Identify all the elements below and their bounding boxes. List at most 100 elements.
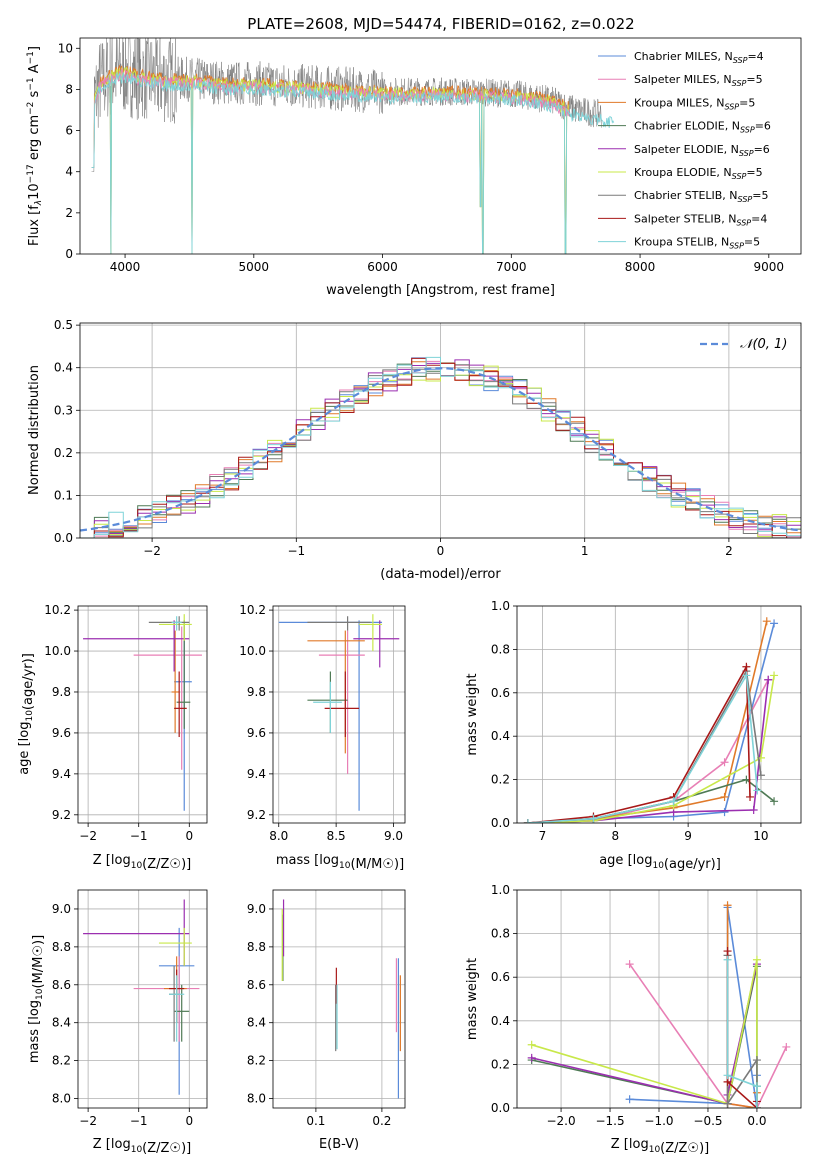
- y-tick-label: 0: [65, 247, 73, 261]
- panel-weight_vs_age: 7 8 9 10 0.0 0.2 0.4 0.6 0.8 1.0 age [log10(age/yr…: [465, 599, 802, 872]
- data-point-salpeter_stelib: [746, 792, 755, 801]
- x-tick-label: 10: [753, 829, 768, 843]
- x-tick-label: 9000: [754, 260, 785, 274]
- y-tick-label: 10.0: [239, 644, 266, 658]
- data-point-salpeter_elodie: [764, 675, 773, 684]
- y-axis-label: mass weight: [465, 673, 480, 755]
- y-tick-label: 9.6: [52, 726, 71, 740]
- x-tick-label: 0: [185, 1114, 193, 1128]
- data-point-kroupa_stelib: [669, 797, 678, 806]
- x-axis-label: wavelength [Angstrom, rest frame]: [326, 283, 555, 298]
- x-tick-label: 6000: [367, 260, 398, 274]
- axes-frame: [272, 889, 406, 1109]
- x-axis-label: mass [log10(M/M☉)]: [276, 853, 404, 872]
- x-tick-label: 4000: [110, 260, 141, 274]
- y-tick-label: 0.6: [491, 970, 510, 984]
- y-tick-label: 6: [65, 124, 73, 138]
- data-point-salpeter_miles: [720, 758, 729, 767]
- plot-area: [91, 38, 615, 254]
- panel-age_vs_z: −2 −1 0 9.2 9.4 9.6 9.8 10.0 10.2 Z [log10(Z/Z☉)]…: [17, 603, 208, 872]
- x-tick-label: 0: [437, 544, 445, 558]
- x-tick-label: 7000: [496, 260, 527, 274]
- data-point-kroupa_stelib: [752, 1104, 761, 1108]
- panel-age_vs_mass: 8.0 8.5 9.0 9.2 9.4 9.6 9.8 10.0 10.2 mass [log10…: [239, 603, 406, 872]
- legend-entry: Chabrier STELIB, NSSP=5: [634, 189, 768, 204]
- plot-area: [527, 901, 791, 1108]
- x-tick-label: −1: [130, 1114, 148, 1128]
- data-point-salpeter_miles: [782, 1042, 791, 1051]
- x-tick-label: −0.5: [693, 1114, 722, 1128]
- axes-frame: [272, 605, 406, 824]
- x-tick-label: 1: [581, 544, 589, 558]
- series-line-kroupa_elodie: [527, 675, 775, 823]
- axes-frame: [516, 605, 802, 824]
- x-axis-label: Z [log10(Z/Z☉)]: [93, 1137, 191, 1156]
- data-point-kroupa_elodie: [770, 671, 779, 680]
- x-tick-label: 8.0: [269, 829, 288, 843]
- series-line-kroupa_miles: [527, 621, 768, 823]
- plot-area: [83, 614, 202, 811]
- legend-entry: Kroupa STELIB, NSSP=5: [634, 236, 760, 251]
- panel-weight_vs_z: −2.0 −1.5 −1.0 −0.5 0.0 0.0 0.2 0.4 0.6 0.8 1.0 Z […: [465, 883, 802, 1156]
- y-axis-label: Flux [fλ10−17 erg cm−2 s−1 A−1]: [26, 46, 44, 246]
- y-tick-label: 4: [65, 165, 73, 179]
- plot-area: [523, 617, 779, 823]
- legend-entry: Chabrier MILES, NSSP=4: [634, 50, 764, 65]
- y-tick-label: 2: [65, 206, 73, 220]
- plot-area: [281, 899, 401, 1099]
- y-tick-label: 9.0: [247, 902, 266, 916]
- y-tick-label: 0.0: [491, 1101, 510, 1115]
- data-point-kroupa_stelib: [589, 814, 598, 823]
- y-tick-label: 0.0: [491, 816, 510, 830]
- y-tick-label: 8.8: [247, 940, 266, 954]
- x-axis-label: Z [log10(Z/Z☉)]: [611, 1137, 709, 1156]
- y-tick-label: 10.2: [44, 603, 71, 617]
- y-tick-label: 8.0: [52, 1092, 71, 1106]
- x-tick-label: 8000: [625, 260, 656, 274]
- y-tick-label: 10: [58, 41, 73, 55]
- series-line-kroupa_stelib: [726, 959, 758, 1108]
- x-tick-label: −1.0: [644, 1114, 673, 1128]
- y-tick-label: 9.0: [52, 902, 71, 916]
- data-point-chabrier_miles: [720, 808, 729, 817]
- data-point-chabrier_stelib: [723, 1099, 732, 1108]
- y-tick-label: 8.6: [52, 978, 71, 992]
- y-tick-label: 9.8: [52, 685, 71, 699]
- y-axis-label: mass [log10(M/M☉)]: [27, 935, 46, 1063]
- data-point-chabrier_elodie: [770, 797, 779, 806]
- x-tick-label: 9: [684, 829, 692, 843]
- legend-entry: Salpeter MILES, NSSP=5: [634, 73, 763, 88]
- y-tick-label: 9.2: [247, 808, 266, 822]
- axes-frame: [77, 605, 208, 824]
- y-tick-label: 0.6: [491, 686, 510, 700]
- panel-mass_vs_ebv: 0.1 0.2 8.0 8.2 8.4 8.6 8.8 9.0 E(B-V): [247, 889, 406, 1152]
- axes-frame: [77, 889, 208, 1109]
- series-line-salpeter_stelib: [527, 663, 751, 823]
- y-tick-label: 8.6: [247, 978, 266, 992]
- x-axis-label: E(B-V): [319, 1137, 359, 1152]
- data-point-kroupa_miles: [762, 617, 771, 626]
- plot-area: [278, 614, 400, 811]
- y-tick-label: 8.4: [247, 1016, 266, 1030]
- data-point-salpeter_elodie: [749, 805, 758, 814]
- x-tick-label: 2: [725, 544, 733, 558]
- data-point-salpeter_stelib: [723, 947, 732, 956]
- y-tick-label: 1.0: [491, 883, 510, 897]
- histogram-kroupa_stelib: [80, 356, 801, 538]
- x-tick-label: −1.5: [595, 1114, 624, 1128]
- y-tick-label: 0.2: [491, 1057, 510, 1071]
- data-point-kroupa_stelib: [753, 786, 762, 795]
- y-tick-label: 1.0: [491, 599, 510, 613]
- axes-frame: [79, 37, 802, 255]
- y-tick-label: 0.3: [54, 403, 73, 417]
- x-tick-label: 8.5: [327, 829, 346, 843]
- y-tick-label: 0.1: [54, 488, 73, 502]
- legend: Chabrier MILES, NSSP=4 Salpeter MILES, NS…: [598, 50, 771, 251]
- data-point-chabrier_miles: [625, 1095, 634, 1104]
- legend-entry: Kroupa ELODIE, NSSP=5: [634, 166, 763, 181]
- x-tick-label: −2.0: [546, 1114, 575, 1128]
- y-tick-label: 9.2: [52, 808, 71, 822]
- y-tick-label: 0.8: [491, 642, 510, 656]
- legend-entry: 𝒩(0, 1): [740, 337, 787, 352]
